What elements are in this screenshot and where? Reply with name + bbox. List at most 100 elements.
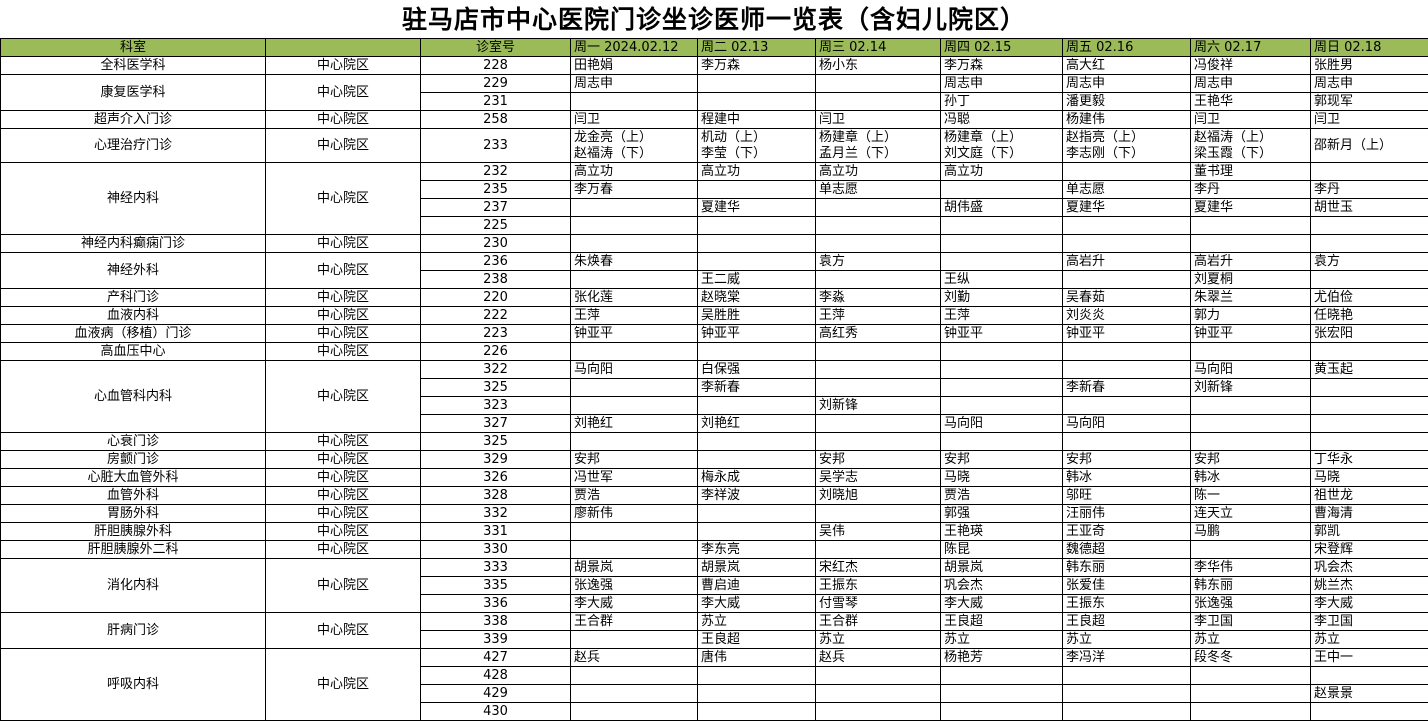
doctor-cell: 潘更毅 xyxy=(1062,92,1191,111)
department-cell: 康复医学科 xyxy=(0,74,266,111)
doctor-cell xyxy=(570,198,698,217)
doctor-cell xyxy=(570,92,698,111)
doctor-cell: 李卫国 xyxy=(1190,612,1311,631)
table-row: 消化内科 中心院区 333 胡景岚 胡景岚 宋红杰 胡景岚 韩东丽 李华伟 巩会杰 xyxy=(0,558,1428,613)
room-cell: 428 xyxy=(420,666,571,685)
doctor-cell: 机动（上） 李莹（下） xyxy=(697,128,816,163)
room-cell: 336 xyxy=(420,594,571,613)
table-row: 呼吸内科 中心院区 427 赵兵 唐伟 赵兵 杨艳芳 李冯洋 段冬冬 王中一 xyxy=(0,648,1428,721)
doctor-cell xyxy=(940,252,1063,271)
doctor-cell xyxy=(1310,216,1428,235)
doctor-cell: 胡景岚 xyxy=(940,558,1063,577)
doctor-cell: 钟亚平 xyxy=(1190,324,1311,343)
doctor-cell xyxy=(697,252,816,271)
doctor-cell: 郭现军 xyxy=(1310,92,1428,111)
doctor-cell: 王良超 xyxy=(697,630,816,649)
doctor-cell xyxy=(815,74,941,93)
doctor-cell xyxy=(1310,378,1428,397)
campus-cell: 中心院区 xyxy=(265,468,421,487)
doctor-cell: 张胜男 xyxy=(1310,56,1428,75)
room-cell: 231 xyxy=(420,92,571,111)
doctor-cell: 董书理 xyxy=(1190,162,1311,181)
doctor-cell xyxy=(697,180,816,199)
doctor-cell xyxy=(815,92,941,111)
department-cell: 产科门诊 xyxy=(0,288,266,307)
table-row: 神经内科 中心院区 232 高立功 高立功 高立功 高立功 董书理 xyxy=(0,162,1428,235)
doctor-cell xyxy=(697,450,816,469)
doctor-cell: 闫卫 xyxy=(1310,110,1428,129)
department-cell: 心理治疗门诊 xyxy=(0,128,266,163)
room-cell: 220 xyxy=(420,288,571,307)
doctor-cell: 赵景景 xyxy=(1310,684,1428,703)
doctor-cell: 韩东丽 xyxy=(1190,576,1311,595)
department-cell: 全科医学科 xyxy=(0,56,266,75)
campus-cell: 中心院区 xyxy=(265,450,421,469)
doctor-cell: 宋红杰 xyxy=(815,558,941,577)
doctor-cell xyxy=(940,216,1063,235)
doctor-cell: 程建中 xyxy=(697,110,816,129)
doctor-cell xyxy=(1062,666,1191,685)
doctor-cell: 段冬冬 xyxy=(1190,648,1311,667)
table-row: 心血管科内科 中心院区 322 马向阳 白保强 马向阳 黄玉起 xyxy=(0,360,1428,433)
doctor-cell xyxy=(1062,162,1191,181)
doctor-cell: 汪丽伟 xyxy=(1062,504,1191,523)
doctor-cell: 刘勤 xyxy=(940,288,1063,307)
doctor-cell: 胡世玉 xyxy=(1310,198,1428,217)
doctor-cell xyxy=(940,666,1063,685)
doctor-cell: 曹海清 xyxy=(1310,504,1428,523)
doctor-cell: 宋登辉 xyxy=(1310,540,1428,559)
column-header: 周三 02.14 xyxy=(815,38,941,57)
page-title: 驻马店市中心医院门诊坐诊医师一览表（含妇儿院区） xyxy=(401,5,1026,34)
schedule-table: 科室 诊室号 周一 2024.02.12 周二 02.13 周三 02.14 周四 02.… xyxy=(0,38,1428,721)
doctor-cell: 丁华永 xyxy=(1310,450,1428,469)
doctor-cell xyxy=(570,540,698,559)
doctor-cell: 王萍 xyxy=(940,306,1063,325)
doctor-cell: 王中一 xyxy=(1310,648,1428,667)
doctor-cell xyxy=(697,92,816,111)
doctor-cell xyxy=(570,396,698,415)
doctor-cell: 周志申 xyxy=(1310,74,1428,93)
doctor-cell: 李祥波 xyxy=(697,486,816,505)
table-row: 心衰门诊 中心院区 325 xyxy=(0,432,1428,451)
doctor-cell xyxy=(940,360,1063,379)
table-row: 神经内科癫痫门诊 中心院区 230 xyxy=(0,234,1428,253)
doctor-cell: 龙金亮（上） 赵福涛（下） xyxy=(570,128,698,163)
doctor-cell: 唐伟 xyxy=(697,648,816,667)
doctor-cell: 安邦 xyxy=(1190,450,1311,469)
doctor-cell: 朱翠兰 xyxy=(1190,288,1311,307)
room-cell: 323 xyxy=(420,396,571,415)
doctor-cell: 黄玉起 xyxy=(1310,360,1428,379)
doctor-cell: 贾浩 xyxy=(570,486,698,505)
doctor-cell: 单志愿 xyxy=(1062,180,1191,199)
room-cell: 325 xyxy=(420,432,571,451)
room-cell: 232 xyxy=(420,162,571,181)
campus-cell: 中心院区 xyxy=(265,110,421,129)
doctor-cell: 王良超 xyxy=(940,612,1063,631)
doctor-cell: 周志申 xyxy=(1190,74,1311,93)
room-cell: 339 xyxy=(420,630,571,649)
doctor-cell: 孙丁 xyxy=(940,92,1063,111)
department-cell: 血管外科 xyxy=(0,486,266,505)
doctor-cell: 马向阳 xyxy=(570,360,698,379)
doctor-cell: 王合群 xyxy=(570,612,698,631)
doctor-cell: 廖新伟 xyxy=(570,504,698,523)
department-cell: 超声介入门诊 xyxy=(0,110,266,129)
doctor-cell: 李东亮 xyxy=(697,540,816,559)
doctor-cell: 白保强 xyxy=(697,360,816,379)
doctor-cell: 李新春 xyxy=(697,378,816,397)
doctor-cell: 李万森 xyxy=(940,56,1063,75)
table-row: 327 刘艳红 刘艳红 马向阳 马向阳 xyxy=(1,414,1428,433)
doctor-cell: 高立功 xyxy=(940,162,1063,181)
doctor-cell: 曹启迪 xyxy=(697,576,816,595)
table-row: 血液病（移植）门诊 中心院区 223 钟亚平 钟亚平 高红秀 钟亚平 钟亚平 钟亚平 张宏阳 xyxy=(0,324,1428,343)
campus-cell: 中心院区 xyxy=(265,540,421,559)
room-cell: 327 xyxy=(420,414,571,433)
campus-cell: 中心院区 xyxy=(265,360,421,433)
doctor-cell: 高岩升 xyxy=(1190,252,1311,271)
department-cell: 神经外科 xyxy=(0,252,266,289)
doctor-cell: 李大威 xyxy=(697,594,816,613)
doctor-cell: 任晓艳 xyxy=(1310,306,1428,325)
doctor-cell: 杨建章（上） 刘文庭（下） xyxy=(940,128,1063,163)
doctor-cell: 苏立 xyxy=(1310,630,1428,649)
doctor-cell: 尤伯俭 xyxy=(1310,288,1428,307)
